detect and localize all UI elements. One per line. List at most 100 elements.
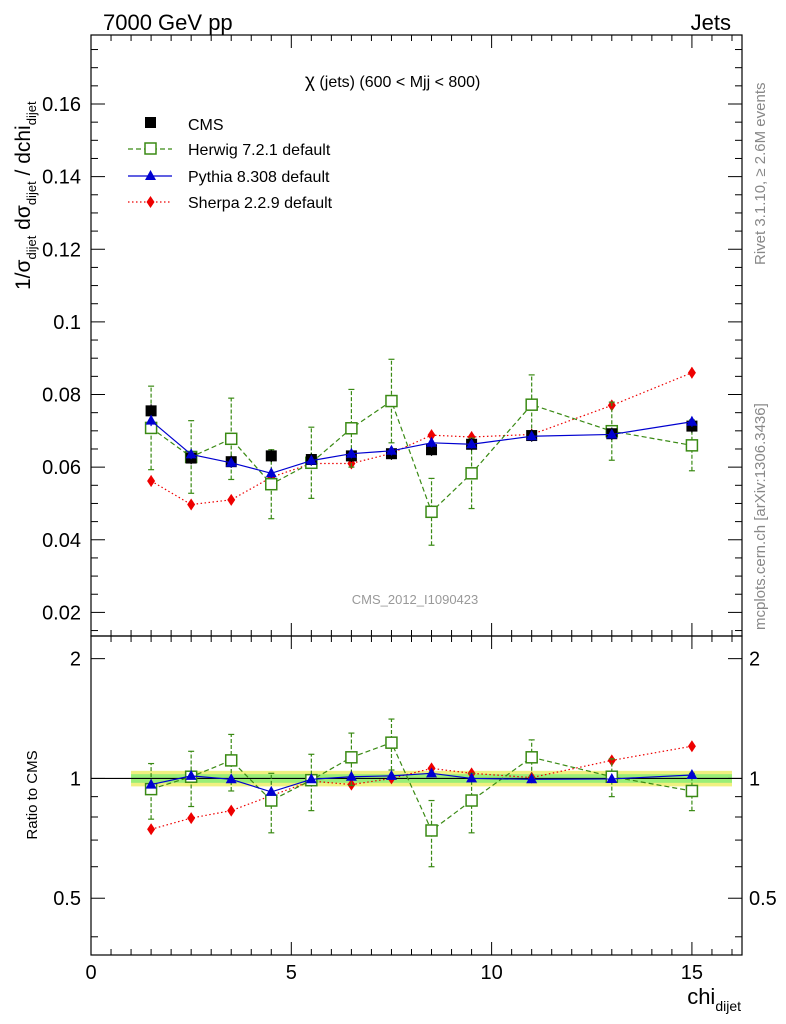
energy-label: 7000 GeV pp bbox=[103, 10, 233, 35]
ratio-line-pythia bbox=[150, 772, 692, 793]
main-point-cms bbox=[426, 444, 438, 456]
main-point-herwig bbox=[525, 398, 538, 411]
main-y-tick-label: 0.1 bbox=[53, 312, 81, 334]
main-point-herwig bbox=[425, 505, 438, 519]
x-tick-label: 0 bbox=[85, 962, 96, 984]
ratio-y-tick-label-right: 0.5 bbox=[749, 888, 777, 910]
legend-label-pythia: Pythia 8.308 default bbox=[188, 169, 330, 186]
ratio-point-pythia bbox=[225, 773, 237, 784]
ratio-point-pythia bbox=[606, 772, 618, 783]
main-point-pythia bbox=[145, 414, 157, 425]
ratio-line-sherpa bbox=[150, 745, 693, 830]
main-point-cms bbox=[145, 405, 157, 417]
main-line-sherpa bbox=[150, 372, 693, 506]
ratio-point-herwig bbox=[465, 794, 478, 807]
main-point-pythia bbox=[606, 428, 618, 439]
main-point-pythia bbox=[305, 454, 317, 465]
ratio-point-pythia bbox=[265, 785, 277, 796]
ratio-point-herwig bbox=[525, 751, 538, 764]
legend: CMS Herwig 7.2.1 default Pythia 8.308 de… bbox=[128, 117, 333, 212]
ratio-point-pythia bbox=[526, 773, 538, 784]
main-y-tick-label: 0.16 bbox=[42, 94, 81, 116]
main-y-axis-label: 1/σdijet dσdijet / dchidijet bbox=[12, 101, 39, 290]
mcplots-label: mcplots.cern.ch [arXiv:1306.3436] bbox=[752, 403, 769, 630]
ratio-point-pythia bbox=[466, 772, 478, 783]
x-axis-label: chidijet bbox=[687, 984, 741, 1014]
ratio-y-tick-label: 0.5 bbox=[53, 888, 81, 910]
main-point-herwig bbox=[465, 467, 478, 480]
legend-marker-herwig bbox=[144, 142, 157, 155]
legend-entry-cms: CMS bbox=[145, 117, 224, 134]
ratio-point-pythia bbox=[145, 778, 157, 789]
ratio-y-tick-label-right: 2 bbox=[749, 649, 760, 671]
x-tick-label: 15 bbox=[681, 962, 703, 984]
main-point-pythia bbox=[526, 430, 538, 441]
main-point-sherpa bbox=[227, 493, 236, 506]
x-tick-label: 10 bbox=[480, 962, 502, 984]
main-point-pythia bbox=[686, 415, 698, 426]
legend-marker-sherpa bbox=[146, 196, 155, 208]
main-point-herwig bbox=[385, 394, 398, 408]
main-point-pythia bbox=[345, 447, 357, 458]
ratio-point-herwig bbox=[224, 754, 238, 767]
main-point-pythia bbox=[225, 456, 237, 467]
plot-title: χ (jets) (600 < Mjj < 800) bbox=[305, 71, 480, 92]
main-series-pythia bbox=[145, 414, 698, 479]
ratio-y-tick-label-right: 1 bbox=[749, 768, 760, 790]
ratio-point-pythia bbox=[686, 769, 698, 780]
main-y-tick-label: 0.08 bbox=[42, 385, 81, 407]
legend-entry-pythia: Pythia 8.308 default bbox=[128, 169, 330, 186]
rivet-version-label: Rivet 3.1.10, ≥ 2.6M events bbox=[752, 82, 769, 265]
ratio-series-herwig bbox=[144, 718, 699, 868]
ratio-point-sherpa bbox=[687, 740, 696, 753]
ratio-point-sherpa bbox=[187, 812, 196, 825]
main-point-sherpa bbox=[427, 429, 436, 442]
main-point-sherpa bbox=[147, 474, 156, 487]
legend-marker-cms bbox=[145, 117, 156, 128]
legend-label-cms: CMS bbox=[188, 117, 224, 134]
main-y-tick-label: 0.04 bbox=[42, 530, 81, 552]
main-point-pythia bbox=[385, 444, 397, 455]
main-point-pythia bbox=[185, 448, 197, 459]
main-point-pythia bbox=[466, 438, 478, 449]
ratio-point-pythia bbox=[185, 769, 197, 780]
main-y-tick-label: 0.12 bbox=[42, 239, 81, 261]
legend-label-sherpa: Sherpa 2.2.9 default bbox=[188, 195, 333, 212]
ratio-point-sherpa bbox=[227, 804, 236, 817]
legend-entry-herwig: Herwig 7.2.1 default bbox=[128, 142, 331, 159]
ratio-y-tick-label: 1 bbox=[70, 768, 81, 790]
ratio-point-pythia bbox=[345, 770, 357, 781]
ratio-point-herwig bbox=[265, 794, 278, 807]
main-series-herwig bbox=[144, 358, 699, 546]
ratio-point-herwig bbox=[425, 824, 438, 837]
ratio-point-herwig bbox=[345, 751, 358, 764]
main-point-herwig bbox=[265, 477, 278, 491]
ratio-point-pythia bbox=[305, 773, 317, 784]
ratio-point-herwig bbox=[385, 736, 398, 749]
x-tick-label: 5 bbox=[286, 962, 297, 984]
legend-entry-sherpa: Sherpa 2.2.9 default bbox=[128, 195, 333, 212]
main-y-tick-label: 0.14 bbox=[42, 167, 81, 189]
main-point-herwig bbox=[224, 432, 238, 446]
ratio-point-pythia bbox=[426, 767, 438, 778]
ratio-point-herwig bbox=[685, 784, 699, 798]
main-point-pythia bbox=[265, 467, 277, 478]
main-y-tick-label: 0.06 bbox=[42, 457, 81, 479]
ratio-panel-frame bbox=[90, 635, 743, 956]
main-y-tick-label: 0.02 bbox=[42, 602, 81, 624]
main-point-sherpa bbox=[687, 366, 696, 379]
main-line-pythia bbox=[150, 420, 693, 474]
main-point-herwig bbox=[345, 422, 358, 435]
ratio-point-sherpa bbox=[147, 823, 156, 836]
main-point-cms bbox=[265, 450, 277, 462]
process-label: Jets bbox=[691, 10, 731, 35]
main-point-sherpa bbox=[187, 498, 196, 511]
ratio-series-pythia bbox=[145, 767, 698, 796]
ratio-y-axis-label: Ratio to CMS bbox=[24, 750, 41, 839]
legend-label-herwig: Herwig 7.2.1 default bbox=[188, 142, 331, 159]
axis-ticks: 0 5 10 15 0.02 0.04 0.06 0.08 0.1 0.12 0.14 0.16 0.5… bbox=[42, 35, 777, 984]
main-point-pythia bbox=[426, 436, 438, 447]
ratio-y-tick-label: 2 bbox=[70, 649, 81, 671]
main-point-herwig bbox=[685, 439, 699, 452]
